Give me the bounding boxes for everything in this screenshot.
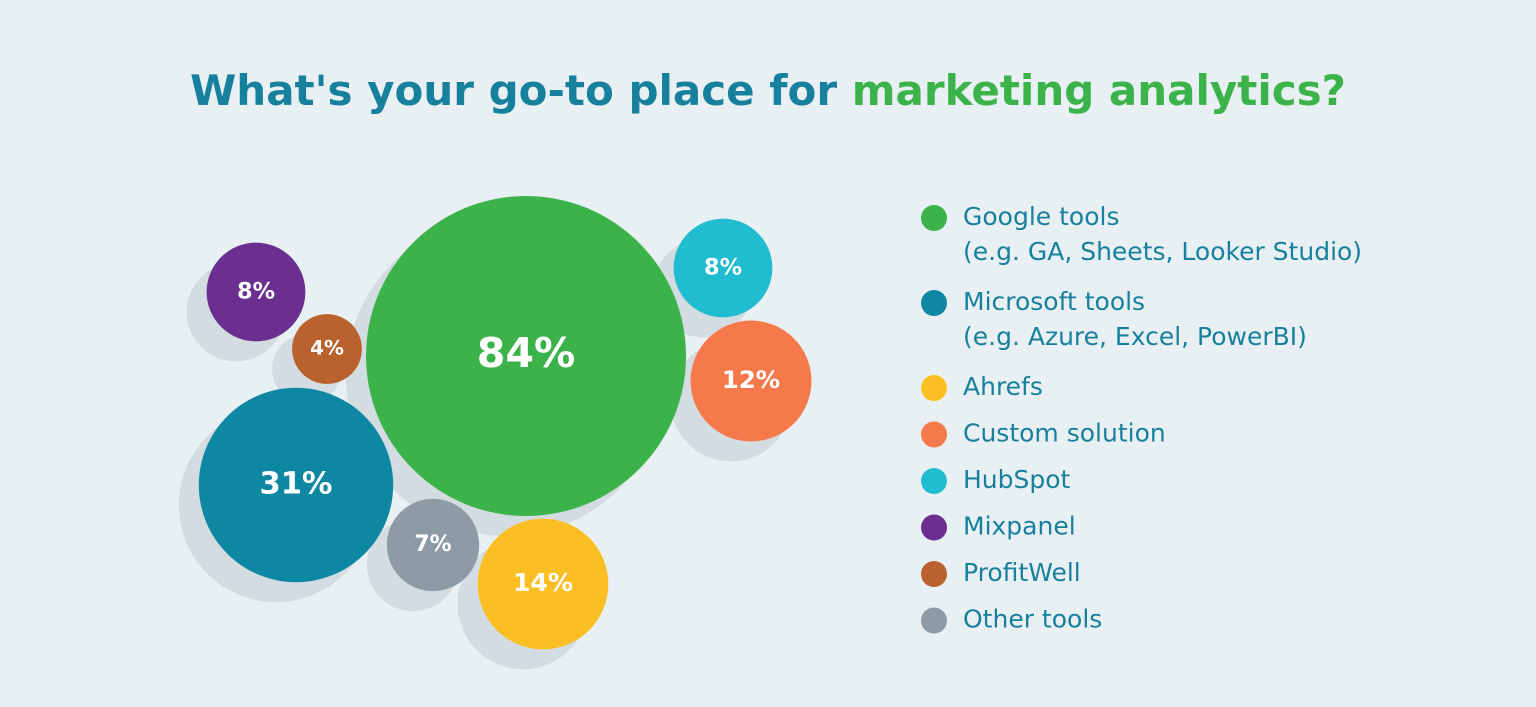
legend-swatch xyxy=(921,421,947,448)
legend-swatch xyxy=(921,468,947,494)
legend-label: Other tools xyxy=(963,605,1102,634)
data-label: 8% xyxy=(704,255,742,281)
legend-label: Microsoft tools xyxy=(963,287,1145,316)
legend-label: Ahrefs xyxy=(963,372,1043,401)
bubble xyxy=(206,242,306,342)
legend-swatch xyxy=(921,561,947,587)
bubble xyxy=(198,387,394,583)
legend-label: HubSpot xyxy=(963,465,1071,494)
bubble xyxy=(386,498,480,592)
legend-swatch xyxy=(921,607,947,634)
data-label: 8% xyxy=(237,279,275,305)
data-label: 84% xyxy=(477,329,576,377)
data-label: 31% xyxy=(259,467,332,502)
legend-swatch xyxy=(921,290,947,316)
legend-description: (e.g. Azure, Excel, PowerBI) xyxy=(963,322,1307,351)
legend-description: (e.g. GA, Sheets, Looker Studio) xyxy=(963,237,1362,266)
data-label: 12% xyxy=(722,365,780,394)
data-label: 7% xyxy=(414,532,451,557)
legend-label: ProfitWell xyxy=(963,558,1081,587)
bubble xyxy=(673,218,773,318)
chart-title: What's your go-to place for marketing an… xyxy=(190,66,1346,115)
data-label: 14% xyxy=(513,568,573,597)
legend-swatch xyxy=(921,514,947,541)
bubble xyxy=(366,196,686,516)
legend-label: Mixpanel xyxy=(963,512,1076,541)
bubble xyxy=(690,320,812,442)
data-label: 4% xyxy=(310,337,344,360)
legend-label: Google tools xyxy=(963,202,1119,231)
legend-label: Custom solution xyxy=(963,419,1166,448)
bubble xyxy=(477,518,609,650)
title-highlight: marketing analytics? xyxy=(852,66,1346,115)
legend-swatch xyxy=(921,375,947,401)
legend-swatch xyxy=(921,205,947,231)
title-part: What's your go-to place for xyxy=(190,66,837,115)
bubble xyxy=(292,314,362,384)
